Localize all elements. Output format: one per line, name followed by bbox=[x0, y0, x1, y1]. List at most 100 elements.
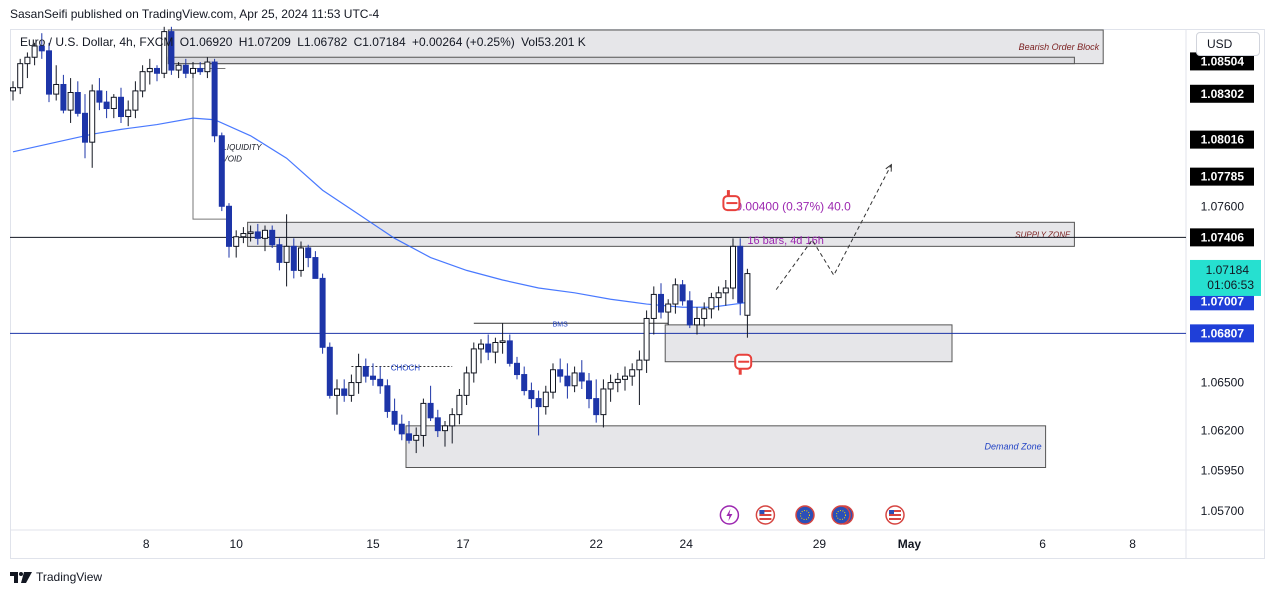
candle-body[interactable] bbox=[326, 346, 333, 396]
candle-body[interactable] bbox=[708, 297, 715, 310]
candle-body[interactable] bbox=[118, 96, 124, 118]
candle-body[interactable] bbox=[110, 96, 117, 110]
candle-body[interactable] bbox=[161, 31, 168, 74]
candle-body[interactable] bbox=[694, 317, 700, 326]
candle-body[interactable] bbox=[571, 372, 578, 387]
candle-body[interactable] bbox=[499, 340, 506, 343]
candle-body[interactable] bbox=[233, 236, 240, 247]
candle-body[interactable] bbox=[46, 50, 52, 95]
candle-body[interactable] bbox=[10, 87, 16, 92]
candle-body[interactable] bbox=[737, 245, 744, 303]
candle-body[interactable] bbox=[355, 366, 362, 384]
demand-zone-rect[interactable] bbox=[405, 425, 1047, 469]
candle-body[interactable] bbox=[593, 398, 600, 416]
candle-body[interactable] bbox=[672, 284, 679, 305]
candle-body[interactable] bbox=[175, 64, 182, 71]
candle-body[interactable] bbox=[506, 340, 513, 364]
candle-body[interactable] bbox=[74, 92, 81, 114]
candle-body[interactable] bbox=[427, 402, 434, 419]
candle-body[interactable] bbox=[470, 348, 477, 374]
candle-body[interactable] bbox=[146, 67, 153, 73]
candle-body[interactable] bbox=[67, 92, 74, 111]
candle-body[interactable] bbox=[312, 257, 319, 279]
candle-body[interactable] bbox=[89, 90, 96, 143]
candle-body[interactable] bbox=[377, 378, 384, 387]
symbol-name[interactable]: Euro / U.S. Dollar, 4h, FXCM bbox=[20, 35, 174, 49]
candle-body[interactable] bbox=[96, 90, 103, 103]
candle-body[interactable] bbox=[564, 375, 571, 387]
candle-body[interactable] bbox=[204, 61, 211, 73]
event-eu-flag-icon[interactable] bbox=[795, 505, 815, 525]
event-us-flag-icon-2[interactable] bbox=[885, 505, 905, 525]
candle-body[interactable] bbox=[132, 90, 139, 111]
candle-body[interactable] bbox=[197, 67, 204, 73]
candle-body[interactable] bbox=[463, 372, 470, 396]
candle-body[interactable] bbox=[276, 244, 283, 263]
candle-body[interactable] bbox=[730, 245, 736, 289]
candle-body[interactable] bbox=[182, 64, 189, 74]
candle-body[interactable] bbox=[254, 231, 261, 239]
candle-body[interactable] bbox=[290, 245, 297, 271]
candle-body[interactable] bbox=[521, 374, 528, 392]
candle-body[interactable] bbox=[550, 369, 556, 393]
candle-body[interactable] bbox=[247, 231, 254, 235]
candle-body[interactable] bbox=[420, 402, 427, 436]
candle-body[interactable] bbox=[578, 372, 585, 382]
candle-body[interactable] bbox=[557, 369, 564, 377]
tradingview-logo[interactable]: TradingView bbox=[10, 570, 102, 584]
candle-body[interactable] bbox=[283, 245, 290, 263]
candle-body[interactable] bbox=[362, 366, 369, 377]
candle-body[interactable] bbox=[31, 45, 38, 58]
candle-body[interactable] bbox=[262, 229, 268, 239]
candle-body[interactable] bbox=[449, 414, 456, 427]
candle-body[interactable] bbox=[658, 293, 664, 313]
candle-body[interactable] bbox=[139, 71, 146, 92]
candle-body[interactable] bbox=[478, 343, 484, 350]
candle-body[interactable] bbox=[82, 112, 88, 143]
order-block-rect[interactable] bbox=[664, 324, 953, 363]
candle-body[interactable] bbox=[370, 375, 376, 380]
supply-zone-rect[interactable] bbox=[247, 221, 1075, 247]
candle-body[interactable] bbox=[226, 205, 232, 247]
candle-body[interactable] bbox=[636, 359, 643, 371]
candle-body[interactable] bbox=[614, 378, 621, 384]
candle-body[interactable] bbox=[622, 375, 628, 380]
candle-body[interactable] bbox=[413, 434, 420, 441]
candle-body[interactable] bbox=[60, 83, 67, 111]
candle-body[interactable] bbox=[686, 300, 693, 326]
candle-body[interactable] bbox=[485, 343, 492, 353]
candle-body[interactable] bbox=[348, 382, 355, 396]
candle-body[interactable] bbox=[240, 233, 247, 238]
candle-body[interactable] bbox=[715, 292, 722, 299]
candle-body[interactable] bbox=[722, 287, 729, 294]
candle-body[interactable] bbox=[442, 425, 448, 432]
candle-body[interactable] bbox=[528, 390, 535, 400]
candle-body[interactable] bbox=[391, 410, 398, 425]
candle-body[interactable] bbox=[154, 67, 160, 74]
candle-body[interactable] bbox=[319, 277, 326, 348]
candle-body[interactable] bbox=[744, 273, 751, 316]
candle-body[interactable] bbox=[456, 394, 463, 416]
event-flash-icon[interactable] bbox=[719, 505, 740, 525]
candle-body[interactable] bbox=[406, 433, 412, 441]
candle-body[interactable] bbox=[125, 109, 132, 118]
bearish-order-block-inner-rect[interactable] bbox=[167, 56, 1075, 65]
candle-body[interactable] bbox=[103, 101, 110, 110]
candle-body[interactable] bbox=[665, 303, 672, 313]
candle-body[interactable] bbox=[586, 380, 592, 400]
candle-body[interactable] bbox=[629, 369, 636, 377]
candle-body[interactable] bbox=[643, 317, 650, 361]
candle-body[interactable] bbox=[190, 67, 196, 74]
candle-body[interactable] bbox=[434, 417, 441, 432]
candle-body[interactable] bbox=[168, 31, 175, 71]
candle-body[interactable] bbox=[650, 293, 657, 319]
candle-body[interactable] bbox=[305, 247, 312, 259]
candle-body[interactable] bbox=[701, 308, 708, 319]
candle-body[interactable] bbox=[17, 63, 24, 89]
candle-body[interactable] bbox=[334, 388, 340, 396]
candle-body[interactable] bbox=[398, 423, 405, 435]
candle-body[interactable] bbox=[607, 382, 614, 390]
candle-body[interactable] bbox=[542, 391, 549, 408]
event-us-flag-icon[interactable] bbox=[755, 505, 776, 525]
